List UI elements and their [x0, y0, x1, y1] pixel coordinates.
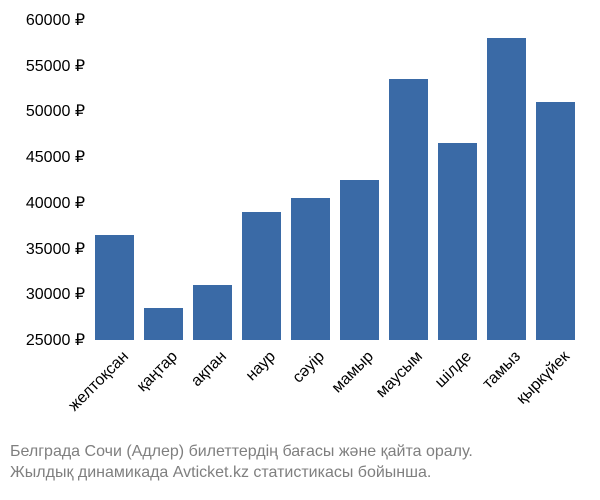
caption: Белграда Сочи (Адлер) билеттердің бағасы… [10, 441, 590, 484]
y-tick-label: 25000 ₽ [26, 330, 85, 350]
y-tick-label: 55000 ₽ [26, 56, 85, 76]
y-tick-label: 50000 ₽ [26, 101, 85, 121]
bar [144, 308, 182, 340]
caption-line-1: Белграда Сочи (Адлер) билеттердің бағасы… [10, 441, 590, 463]
bar [95, 235, 133, 340]
y-tick-label: 30000 ₽ [26, 284, 85, 304]
bar [193, 285, 231, 340]
caption-line-2: Жылдық динамикада Avticket.kz статистика… [10, 462, 590, 484]
bar [389, 79, 427, 340]
bar [340, 180, 378, 340]
y-tick-label: 35000 ₽ [26, 239, 85, 259]
bar [536, 102, 574, 340]
bar [438, 143, 476, 340]
y-tick-label: 60000 ₽ [26, 10, 85, 30]
price-bar-chart: 25000 ₽ 30000 ₽ 35000 ₽ 40000 ₽ 45000 ₽ 50000… [0, 0, 600, 500]
y-tick-label: 45000 ₽ [26, 147, 85, 167]
bar [487, 38, 525, 340]
bar [291, 198, 329, 340]
bar [242, 212, 280, 340]
y-tick-label: 40000 ₽ [26, 193, 85, 213]
plot-area [90, 20, 580, 340]
